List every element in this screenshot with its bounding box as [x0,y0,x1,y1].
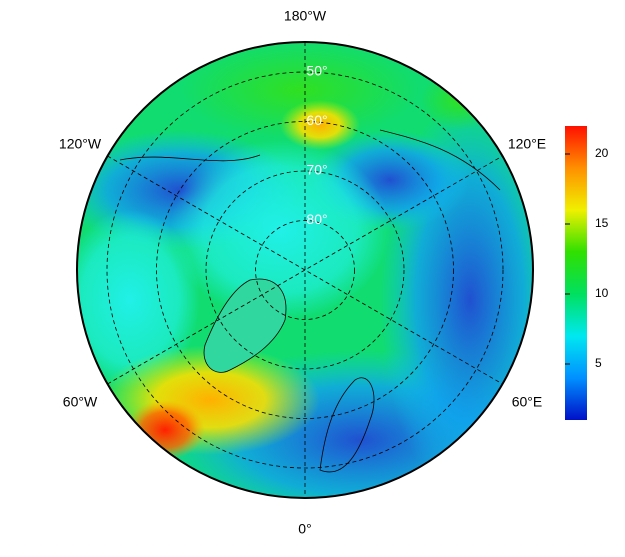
lat-label: 70° [306,162,327,178]
meridian [107,155,503,385]
lon-label: 60°E [512,394,543,410]
lon-label: 180°W [284,8,327,24]
colorbar-tick-label: 10 [595,286,609,300]
latitude-circle [255,220,355,320]
latitude-layer: 50° 60° 70° 80° [106,63,504,469]
colorbar-tick-label: 15 [595,216,609,230]
graticule [107,42,503,498]
colorbar-tick-label: 5 [595,356,602,370]
colorbar [565,126,587,420]
colorbar-tick-label: 20 [595,146,609,160]
lat-label: 60° [306,112,327,128]
lon-label: 60°W [63,394,98,410]
map-boundary [76,41,534,499]
field [77,42,533,498]
lon-label: 0° [298,521,311,537]
meridian [107,155,503,385]
latitude-circle [156,121,454,419]
latitude-circle [106,71,504,469]
lat-label: 50° [306,63,327,79]
latitude-circle [205,170,405,370]
colorbar-ticks: 5 10 15 20 [565,146,609,370]
lon-label: 120°W [59,136,102,152]
lat-label: 80° [306,211,327,227]
lon-label: 120°E [508,136,546,152]
